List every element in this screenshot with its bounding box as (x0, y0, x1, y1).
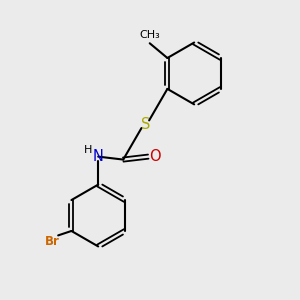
Text: O: O (149, 149, 161, 164)
Text: N: N (93, 149, 104, 164)
Text: H: H (84, 145, 92, 155)
Text: Br: Br (45, 235, 60, 248)
Text: S: S (141, 117, 150, 132)
Text: CH₃: CH₃ (140, 30, 160, 40)
